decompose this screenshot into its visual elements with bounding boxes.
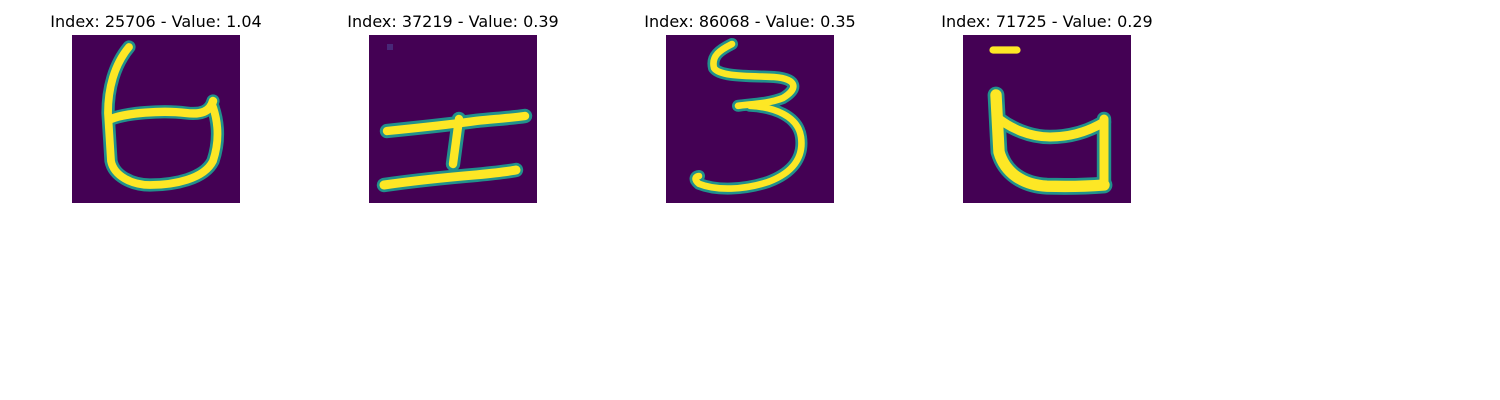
handwritten-image: [963, 35, 1131, 203]
panel-title: Index: 25706 - Value: 1.04: [50, 12, 262, 31]
panel-title: Index: 71725 - Value: 0.29: [941, 12, 1153, 31]
panel-1: Index: 25706 - Value: 1.04: [8, 0, 304, 210]
handwritten-image: [369, 35, 537, 203]
panel-2: Index: 37219 - Value: 0.39: [305, 0, 601, 210]
panel-4: Index: 71725 - Value: 0.29: [899, 0, 1195, 210]
panel-3: Index: 86068 - Value: 0.35: [602, 0, 898, 210]
panel-title: Index: 37219 - Value: 0.39: [347, 12, 559, 31]
handwritten-image: [666, 35, 834, 203]
handwritten-image: [72, 35, 240, 203]
panel-title: Index: 86068 - Value: 0.35: [644, 12, 856, 31]
